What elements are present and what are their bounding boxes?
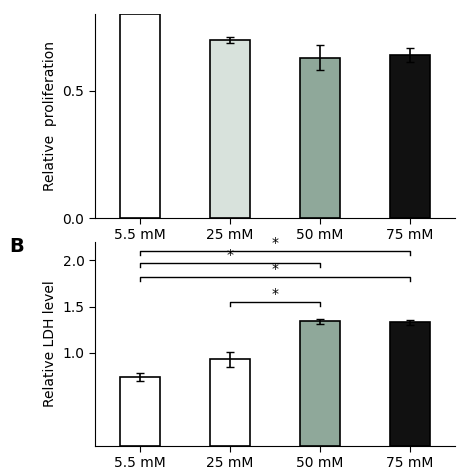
Bar [300, 321, 340, 446]
Bar [390, 55, 430, 218]
Bar [119, 377, 160, 446]
Text: *: * [272, 287, 278, 301]
Bar [300, 57, 340, 218]
Text: *: * [272, 236, 278, 250]
Bar [119, 14, 160, 218]
Bar [210, 359, 250, 446]
Y-axis label: Relative LDH level: Relative LDH level [43, 280, 57, 407]
Bar [210, 40, 250, 218]
Text: B: B [9, 237, 24, 256]
Bar [390, 322, 430, 446]
Text: *: * [272, 262, 278, 276]
Text: *: * [227, 248, 233, 262]
Y-axis label: Relative  proliferation: Relative proliferation [43, 41, 57, 191]
